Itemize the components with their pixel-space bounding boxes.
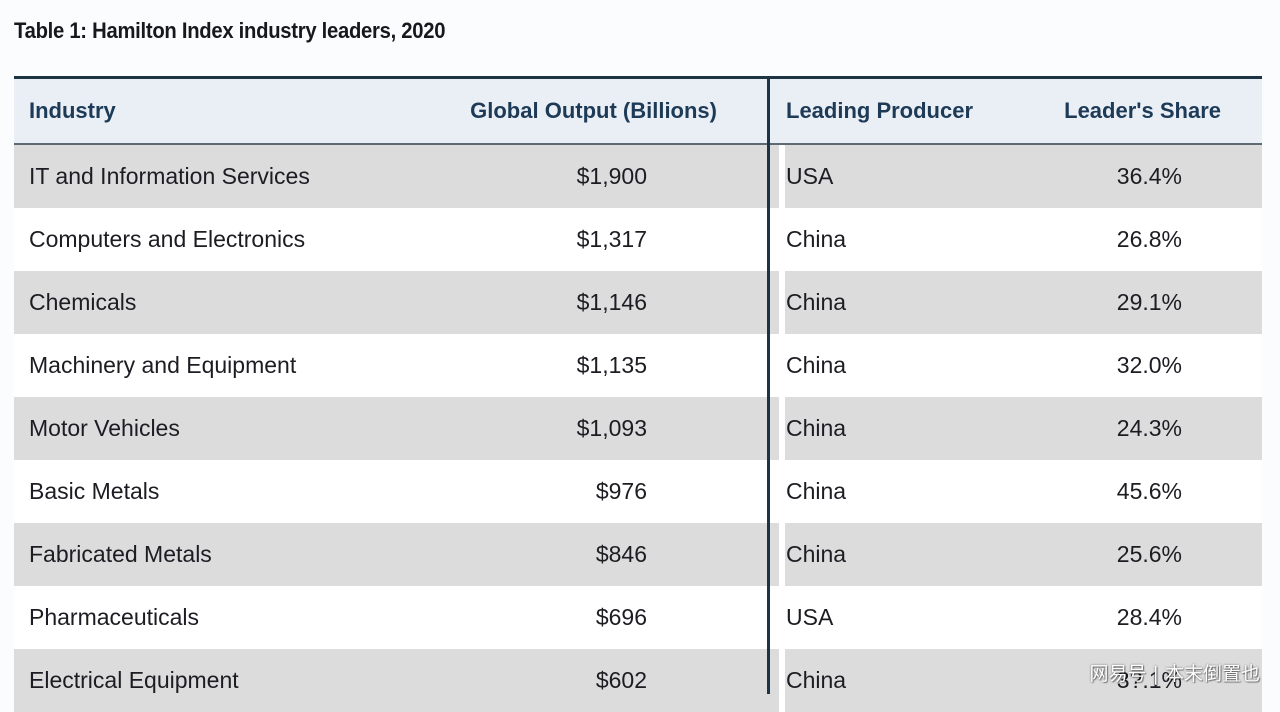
industry-cell: Fabricated Metals (29, 541, 212, 567)
header-global-output: Global Output (Billions) (470, 98, 717, 123)
leading-producer-cell: China (786, 415, 847, 441)
global-output-cell: $602 (595, 667, 647, 693)
leaders-share-cell: 28.4% (1116, 604, 1182, 630)
row-gap (779, 397, 785, 460)
industry-cell: Basic Metals (29, 478, 160, 504)
leading-producer-cell: USA (786, 604, 834, 630)
header-leading-producer: Leading Producer (786, 98, 974, 123)
leading-producer-cell: China (786, 541, 847, 567)
table-title: Table 1: Hamilton Index industry leaders… (14, 18, 446, 43)
leaders-share-cell: 24.3% (1116, 415, 1182, 441)
leading-producer-cell: China (786, 289, 847, 315)
leaders-share-cell: 29.1% (1116, 289, 1182, 315)
header-leaders-share: Leader's Share (1064, 98, 1221, 123)
table-row: Basic Metals $976 China 45.6% (14, 460, 1262, 523)
industry-cell: Machinery and Equipment (29, 352, 297, 378)
leading-producer-cell: China (786, 352, 847, 378)
global-output-cell: $1,093 (576, 415, 647, 441)
global-output-cell: $696 (595, 604, 647, 630)
table-row: Electrical Equipment $602 China 3?.1% (14, 649, 1262, 712)
leaders-share-cell: 45.6% (1116, 478, 1182, 504)
leaders-share-cell: 25.6% (1116, 541, 1182, 567)
industry-cell: Electrical Equipment (29, 667, 239, 693)
leaders-share-cell: 3?.1% (1116, 667, 1182, 693)
global-output-cell: $846 (595, 541, 647, 567)
leading-producer-cell: China (786, 226, 847, 252)
table-header-row: Industry Global Output (Billions) Leadin… (14, 79, 1262, 145)
row-gap (779, 586, 785, 649)
global-output-cell: $1,317 (576, 226, 647, 252)
industry-cell: Pharmaceuticals (29, 604, 200, 630)
row-gap (779, 649, 785, 712)
leaders-share-cell: 32.0% (1116, 352, 1182, 378)
industry-leaders-table: Industry Global Output (Billions) Leadin… (14, 76, 1262, 712)
row-gap (779, 145, 785, 208)
table-row: Chemicals $1,146 China 29.1% (14, 271, 1262, 334)
table-row: Computers and Electronics $1,317 China 26.8… (14, 208, 1262, 271)
table-row: Motor Vehicles $1,093 China 24.3% (14, 397, 1262, 460)
table-row: IT and Information Services $1,900 USA 36.4… (14, 145, 1262, 208)
row-gap (779, 460, 785, 523)
row-gap (779, 334, 785, 397)
leading-producer-cell: USA (786, 163, 834, 189)
table-body: IT and Information Services $1,900 USA 36.4… (14, 145, 1262, 712)
industry-cell: IT and Information Services (29, 163, 310, 189)
global-output-cell: $976 (595, 478, 647, 504)
watermark: 网易号 | 本末倒置也 (1089, 663, 1260, 685)
leading-producer-cell: China (786, 478, 847, 504)
row-gap (779, 523, 785, 586)
leaders-share-cell: 36.4% (1116, 163, 1182, 189)
leaders-share-cell: 26.8% (1116, 226, 1182, 252)
industry-cell: Motor Vehicles (29, 415, 180, 441)
industry-cell: Chemicals (29, 289, 137, 315)
global-output-cell: $1,900 (576, 163, 647, 189)
header-industry: Industry (29, 98, 116, 123)
global-output-cell: $1,146 (576, 289, 647, 315)
table-row: Machinery and Equipment $1,135 China 32.0% (14, 334, 1262, 397)
row-gap (779, 271, 785, 334)
industry-cell: Computers and Electronics (29, 226, 306, 252)
leading-producer-cell: China (786, 667, 847, 693)
table-row: Pharmaceuticals $696 USA 28.4% (14, 586, 1262, 649)
global-output-cell: $1,135 (576, 352, 647, 378)
column-divider (767, 76, 770, 694)
row-gap (779, 208, 785, 271)
table-row: Fabricated Metals $846 China 25.6% (14, 523, 1262, 586)
